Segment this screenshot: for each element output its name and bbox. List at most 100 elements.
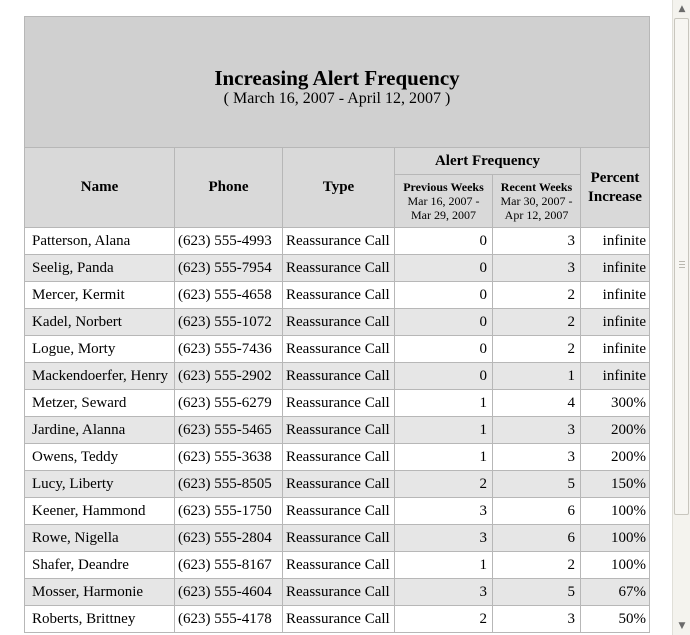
- cell-type: Reassurance Call: [282, 416, 395, 444]
- cell-phone: (623) 555-5465: [174, 416, 283, 444]
- previous-weeks-range-start: Mar 16, 2007 -: [407, 194, 480, 208]
- cell-previous-weeks: 3: [394, 578, 493, 606]
- arrow-up-icon[interactable]: ▲: [674, 1, 690, 17]
- cell-recent-weeks: 2: [492, 308, 581, 336]
- cell-name: Patterson, Alana: [24, 227, 175, 255]
- table-row: Mosser, Harmonie (623) 555-4604 Reassuranc…: [24, 578, 650, 606]
- vertical-scrollbar[interactable]: ▲ ▼: [672, 0, 690, 635]
- cell-phone: (623) 555-4993: [174, 227, 283, 255]
- cell-type: Reassurance Call: [282, 227, 395, 255]
- table-row: Metzer, Seward (623) 555-6279 Reassurance …: [24, 389, 650, 417]
- cell-type: Reassurance Call: [282, 605, 395, 633]
- cell-previous-weeks: 2: [394, 470, 493, 498]
- cell-recent-weeks: 3: [492, 605, 581, 633]
- cell-phone: (623) 555-4178: [174, 605, 283, 633]
- column-header-type: Type: [282, 147, 395, 228]
- cell-percent-increase: 50%: [580, 605, 650, 633]
- cell-name: Keener, Hammond: [24, 497, 175, 525]
- cell-name: Jardine, Alanna: [24, 416, 175, 444]
- cell-type: Reassurance Call: [282, 335, 395, 363]
- cell-name: Shafer, Deandre: [24, 551, 175, 579]
- cell-recent-weeks: 3: [492, 416, 581, 444]
- cell-previous-weeks: 1: [394, 389, 493, 417]
- recent-weeks-label: Recent Weeks: [500, 180, 573, 194]
- table-row: Kadel, Norbert (623) 555-1072 Reassurance …: [24, 308, 650, 336]
- cell-previous-weeks: 0: [394, 362, 493, 390]
- cell-previous-weeks: 3: [394, 524, 493, 552]
- column-header-name: Name: [24, 147, 175, 228]
- cell-previous-weeks: 1: [394, 416, 493, 444]
- cell-recent-weeks: 5: [492, 578, 581, 606]
- cell-recent-weeks: 3: [492, 254, 581, 282]
- cell-type: Reassurance Call: [282, 578, 395, 606]
- cell-percent-increase: 300%: [580, 389, 650, 417]
- table-row: Jardine, Alanna (623) 555-5465 Reassurance…: [24, 416, 650, 444]
- cell-type: Reassurance Call: [282, 551, 395, 579]
- cell-previous-weeks: 0: [394, 308, 493, 336]
- previous-weeks-label: Previous Weeks: [403, 180, 484, 194]
- arrow-down-icon[interactable]: ▼: [674, 618, 690, 634]
- cell-recent-weeks: 2: [492, 281, 581, 309]
- cell-name: Mosser, Harmonie: [24, 578, 175, 606]
- table-row: Mercer, Kermit (623) 555-4658 Reassurance …: [24, 281, 650, 309]
- table-row: Mackendoerfer, Henry (623) 555-2902 Reassu…: [24, 362, 650, 390]
- percent-header-line1: Percent: [590, 169, 640, 186]
- cell-type: Reassurance Call: [282, 254, 395, 282]
- column-header-recent-weeks: Recent Weeks Mar 30, 2007 - Apr 12, 2007: [492, 174, 581, 228]
- grip-icon: [679, 261, 685, 270]
- cell-previous-weeks: 3: [394, 497, 493, 525]
- cell-previous-weeks: 0: [394, 335, 493, 363]
- cell-percent-increase: 200%: [580, 443, 650, 471]
- cell-name: Lucy, Liberty: [24, 470, 175, 498]
- table-row: Seelig, Panda (623) 555-7954 Reassurance C…: [24, 254, 650, 282]
- cell-percent-increase: infinite: [580, 227, 650, 255]
- cell-percent-increase: 100%: [580, 524, 650, 552]
- cell-phone: (623) 555-3638: [174, 443, 283, 471]
- percent-header-line2: Increase: [588, 188, 642, 205]
- cell-recent-weeks: 1: [492, 362, 581, 390]
- report-title: Increasing Alert Frequency: [214, 66, 460, 90]
- cell-percent-increase: infinite: [580, 362, 650, 390]
- recent-weeks-range-start: Mar 30, 2007 -: [500, 194, 573, 208]
- cell-type: Reassurance Call: [282, 443, 395, 471]
- column-header-alert-frequency: Alert Frequency: [394, 147, 581, 175]
- cell-percent-increase: infinite: [580, 335, 650, 363]
- cell-phone: (623) 555-7954: [174, 254, 283, 282]
- cell-name: Kadel, Norbert: [24, 308, 175, 336]
- table-row: Lucy, Liberty (623) 555-8505 Reassurance C…: [24, 470, 650, 498]
- cell-percent-increase: 67%: [580, 578, 650, 606]
- cell-name: Roberts, Brittney: [24, 605, 175, 633]
- cell-previous-weeks: 0: [394, 254, 493, 282]
- column-header-percent-increase: Percent Increase: [580, 147, 650, 228]
- cell-phone: (623) 555-8167: [174, 551, 283, 579]
- cell-phone: (623) 555-4604: [174, 578, 283, 606]
- table-row: Patterson, Alana (623) 555-4993 Reassuranc…: [24, 227, 650, 255]
- cell-name: Logue, Morty: [24, 335, 175, 363]
- cell-name: Mackendoerfer, Henry: [24, 362, 175, 390]
- cell-phone: (623) 555-1750: [174, 497, 283, 525]
- cell-recent-weeks: 2: [492, 335, 581, 363]
- table-row: Roberts, Brittney (623) 555-4178 Reassuran…: [24, 605, 650, 633]
- cell-previous-weeks: 0: [394, 227, 493, 255]
- cell-previous-weeks: 0: [394, 281, 493, 309]
- cell-phone: (623) 555-7436: [174, 335, 283, 363]
- cell-recent-weeks: 6: [492, 524, 581, 552]
- cell-phone: (623) 555-2804: [174, 524, 283, 552]
- cell-percent-increase: 100%: [580, 497, 650, 525]
- column-header-phone: Phone: [174, 147, 283, 228]
- cell-type: Reassurance Call: [282, 497, 395, 525]
- cell-percent-increase: 100%: [580, 551, 650, 579]
- cell-name: Metzer, Seward: [24, 389, 175, 417]
- column-header-previous-weeks: Previous Weeks Mar 16, 2007 - Mar 29, 20…: [394, 174, 493, 228]
- cell-percent-increase: infinite: [580, 308, 650, 336]
- cell-recent-weeks: 3: [492, 227, 581, 255]
- cell-name: Mercer, Kermit: [24, 281, 175, 309]
- cell-phone: (623) 555-8505: [174, 470, 283, 498]
- cell-phone: (623) 555-1072: [174, 308, 283, 336]
- cell-type: Reassurance Call: [282, 524, 395, 552]
- cell-phone: (623) 555-2902: [174, 362, 283, 390]
- scrollbar-thumb[interactable]: [674, 18, 689, 515]
- report-viewport: Increasing Alert Frequency ( March 16, 2…: [24, 16, 650, 633]
- recent-weeks-range-end: Apr 12, 2007: [504, 208, 569, 222]
- cell-name: Owens, Teddy: [24, 443, 175, 471]
